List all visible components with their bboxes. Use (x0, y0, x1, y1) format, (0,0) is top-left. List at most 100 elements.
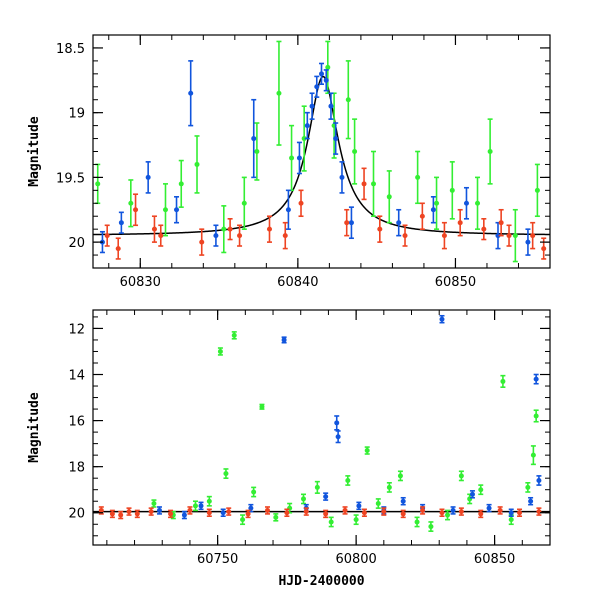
data-point-green (414, 516, 420, 528)
x-tick-label: 60850 (435, 275, 476, 290)
data-point-green (525, 481, 531, 493)
data-marker (495, 233, 501, 239)
data-point-blue (198, 501, 204, 511)
data-point-red (402, 224, 408, 247)
data-marker (497, 507, 503, 513)
data-marker (151, 226, 157, 232)
data-point-blue (463, 186, 469, 220)
data-point-red (419, 202, 425, 230)
data-marker (314, 84, 320, 90)
data-point-blue (333, 122, 339, 155)
plot-area (93, 40, 550, 263)
data-point-green (301, 105, 307, 172)
data-point-red (133, 193, 139, 227)
data-marker (223, 471, 229, 477)
data-marker (397, 473, 403, 479)
data-marker (221, 226, 227, 232)
data-point-blue (118, 211, 124, 234)
data-marker (530, 233, 536, 239)
data-point-green (276, 40, 282, 146)
y-axis-label: Magnitude (27, 392, 42, 463)
data-marker (402, 233, 408, 239)
data-marker (508, 510, 514, 516)
y-tick-label: 19.5 (56, 171, 85, 186)
data-point-green (289, 124, 295, 192)
data-marker (361, 181, 367, 187)
data-point-green (534, 163, 540, 218)
data-marker (174, 207, 180, 213)
data-marker (463, 200, 469, 206)
data-point-green (375, 498, 381, 509)
data-marker (419, 213, 425, 219)
y-tick-label: 20 (68, 507, 85, 522)
data-point-red (377, 215, 383, 243)
data-marker (199, 239, 205, 245)
data-point-red (439, 508, 445, 518)
data-point-blue (248, 503, 254, 513)
data-point-red (342, 506, 348, 515)
data-marker (325, 64, 331, 70)
data-point-red (517, 508, 523, 518)
data-point-green (353, 514, 359, 526)
data-point-red (206, 508, 212, 518)
data-point-green (287, 502, 293, 514)
data-marker (525, 484, 531, 490)
data-marker (109, 511, 115, 517)
data-point-green (217, 347, 223, 356)
data-marker (194, 161, 200, 167)
data-marker (284, 510, 290, 516)
data-point-blue (334, 415, 340, 431)
data-marker (352, 149, 358, 154)
data-marker (345, 97, 351, 103)
data-point-red (344, 208, 350, 237)
data-point-red (457, 208, 463, 237)
data-marker (285, 207, 291, 213)
data-point-red (441, 221, 447, 250)
data-point-green (241, 176, 247, 230)
data-marker (206, 498, 212, 504)
x-tick-label: 60830 (120, 275, 161, 290)
data-marker (156, 507, 162, 513)
data-marker (187, 507, 193, 513)
data-marker (148, 509, 154, 515)
plot-area (93, 314, 550, 532)
data-point-blue (220, 508, 226, 518)
data-point-red (199, 228, 205, 256)
data-point-red (498, 208, 504, 237)
data-marker (339, 174, 345, 180)
data-point-red (245, 509, 251, 519)
data-marker (441, 233, 447, 239)
data-point-blue (469, 490, 475, 499)
data-point-red (168, 509, 174, 519)
data-marker (345, 477, 351, 483)
data-point-green (223, 468, 229, 479)
y-tick-label: 12 (68, 322, 85, 337)
data-point-green (449, 161, 455, 220)
data-point-red (298, 189, 304, 218)
data-point-blue (156, 506, 162, 515)
data-point-green (345, 475, 351, 486)
data-point-blue (323, 492, 329, 501)
data-marker (319, 71, 324, 77)
data-point-blue (145, 161, 151, 194)
x-tick-label: 60840 (277, 275, 318, 290)
data-point-green (95, 163, 101, 205)
data-marker (328, 103, 334, 109)
data-marker (188, 90, 194, 96)
data-marker (439, 510, 445, 516)
data-point-green (487, 118, 493, 185)
data-point-blue (309, 92, 315, 120)
data-marker (335, 434, 341, 440)
data-point-green (530, 445, 536, 466)
data-point-green (397, 470, 403, 482)
data-point-green (533, 409, 539, 423)
data-marker (145, 174, 151, 180)
data-marker (348, 220, 354, 226)
data-point-red (541, 237, 547, 260)
data-marker (231, 332, 237, 338)
data-marker (309, 103, 315, 109)
data-point-red (303, 507, 309, 516)
model-curve (93, 75, 550, 236)
data-point-red (282, 221, 288, 250)
